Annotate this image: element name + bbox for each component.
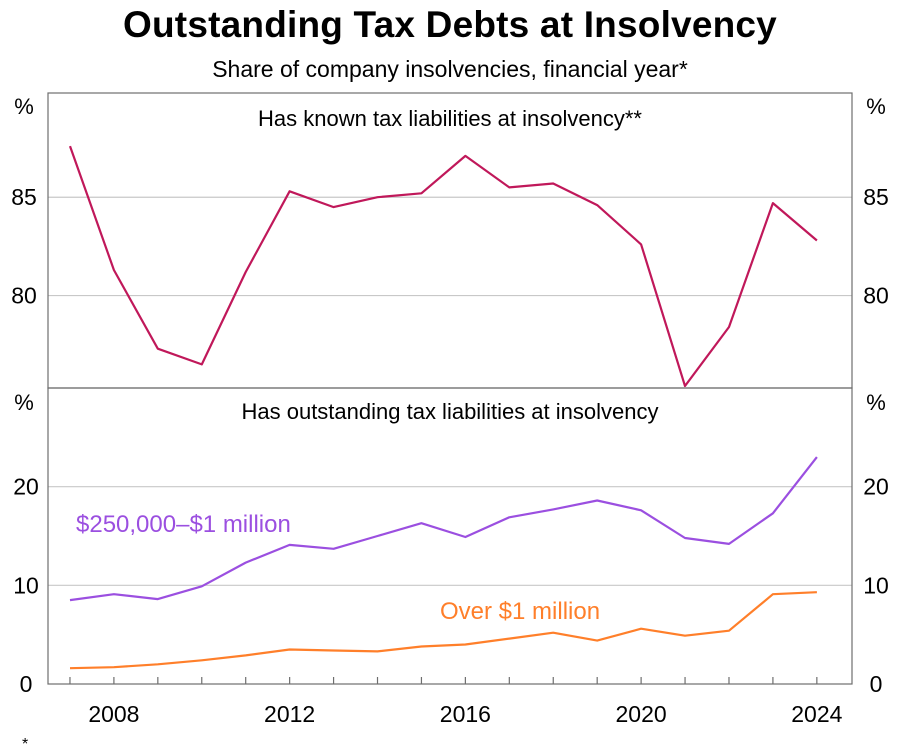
footnote-mark: * <box>22 736 29 753</box>
tick-label-left-0: 0 <box>20 671 33 697</box>
top-left-unit-label: % <box>14 94 34 119</box>
series-label-over-1m: Over $1 million <box>440 598 600 625</box>
tick-label-right-0: 0 <box>870 671 883 697</box>
x-axis-ticks: 2008 2012 2016 2020 2024 <box>69 677 843 727</box>
tick-label-left-80: 80 <box>11 283 37 309</box>
tick-label-left-85: 85 <box>11 184 37 210</box>
tick-label-left-10: 10 <box>13 572 39 598</box>
chart-subtitle: Share of company insolvencies, financial… <box>212 56 688 82</box>
series-label-250k-1m: $250,000–$1 million <box>76 511 291 538</box>
tick-label-right-85: 85 <box>863 184 889 210</box>
top-panel-frame <box>47 92 853 389</box>
series-line-250k-1m <box>69 456 818 602</box>
tick-label-left-20: 20 <box>13 474 39 500</box>
bottom-right-unit-label: % <box>866 390 886 415</box>
series-line-over-1m <box>69 591 817 670</box>
bottom-panel-gridlines <box>48 486 852 586</box>
series-line-known-tax-liabilities <box>68 145 818 388</box>
x-tick-label-2020: 2020 <box>616 701 667 727</box>
tick-label-right-20: 20 <box>863 474 889 500</box>
top-panel-gridlines <box>48 196 852 297</box>
bottom-panel-title: Has outstanding tax liabilities at insol… <box>241 399 658 424</box>
bottom-panel-tick-labels: 0 0 10 10 20 20 <box>13 474 889 697</box>
top-panel-title: Has known tax liabilities at insolvency*… <box>258 106 642 131</box>
tick-label-right-80: 80 <box>863 283 889 309</box>
top-panel-tick-labels: 80 80 85 85 <box>11 184 889 308</box>
x-tick-label-2008: 2008 <box>88 701 139 727</box>
tick-label-right-10: 10 <box>863 572 889 598</box>
x-tick-label-2016: 2016 <box>440 701 491 727</box>
bottom-panel-frame <box>47 387 853 685</box>
top-right-unit-label: % <box>866 94 886 119</box>
chart-title: Outstanding Tax Debts at Insolvency <box>123 4 777 45</box>
x-tick-label-2012: 2012 <box>264 701 315 727</box>
bottom-left-unit-label: % <box>14 390 34 415</box>
x-tick-label-2024: 2024 <box>791 701 842 727</box>
